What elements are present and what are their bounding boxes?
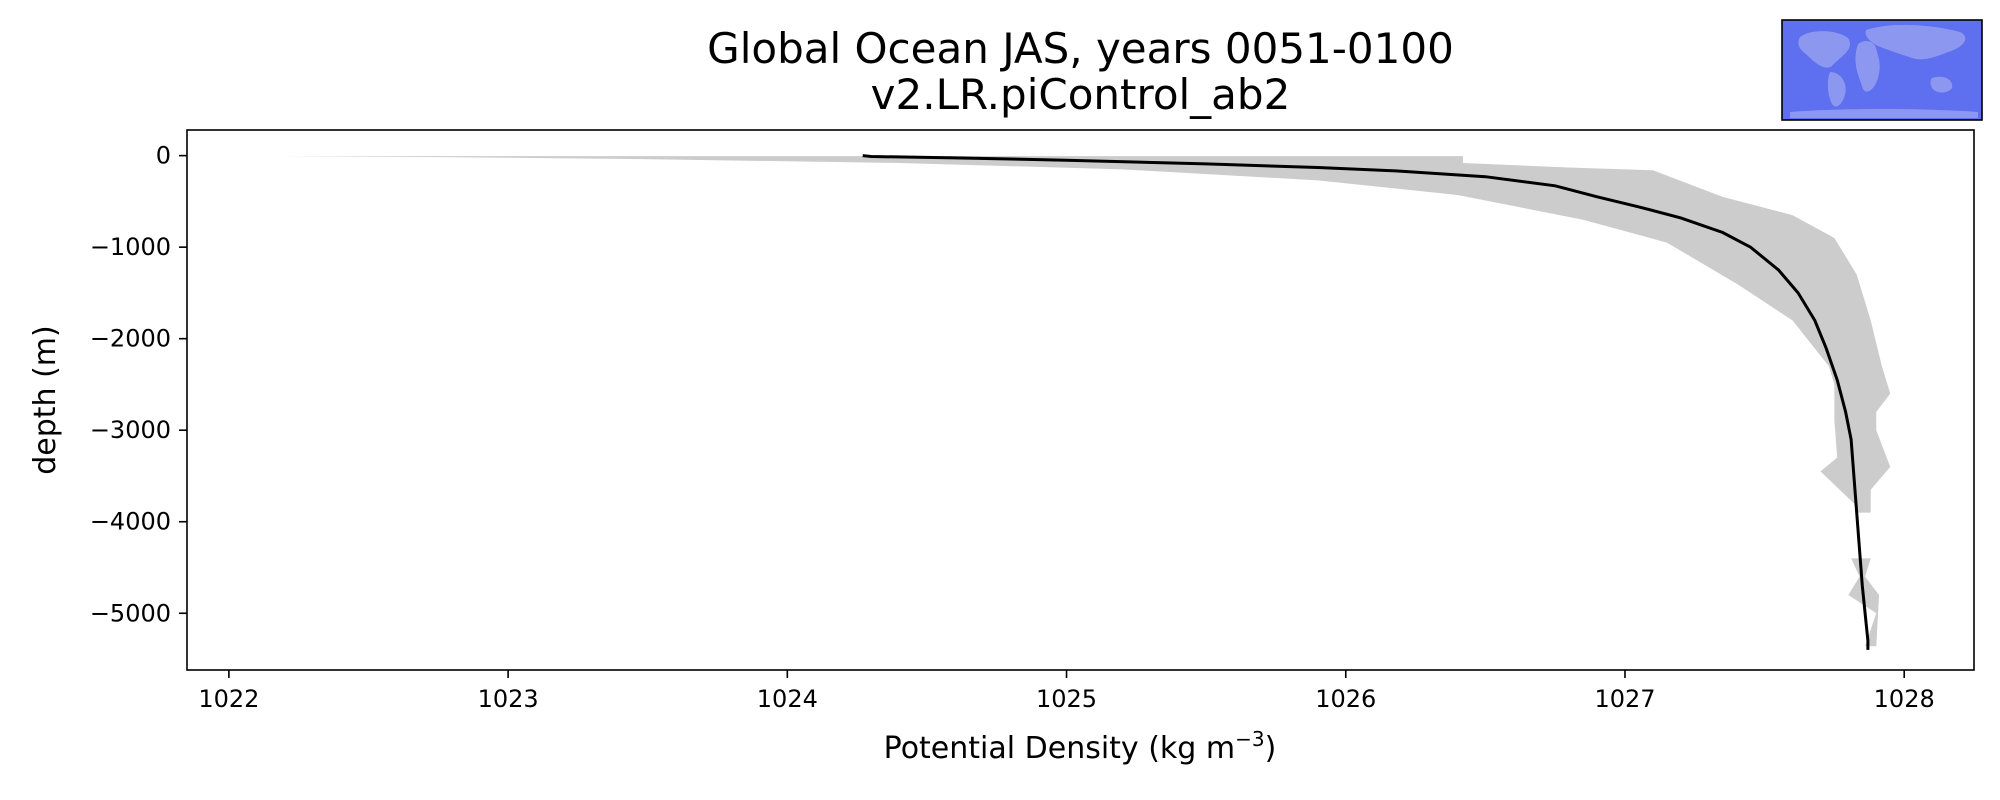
y-tick-label: 0 — [156, 142, 171, 170]
y-tick-label: −4000 — [90, 508, 171, 536]
y-tick-label: −1000 — [90, 233, 171, 261]
x-axis: 1022 1023 1024 1025 1026 1027 1028 — [198, 670, 1935, 713]
inset-map-land — [1790, 24, 1978, 118]
x-tick-label: 1025 — [1036, 685, 1097, 713]
y-axis-label: depth (m) — [28, 325, 63, 475]
mean-density-profile-line — [862, 154, 1870, 650]
x-tick-label: 1024 — [757, 685, 818, 713]
y-tick-label: −2000 — [90, 325, 171, 353]
y-tick-label: −3000 — [90, 416, 171, 444]
x-axis-label: Potential Density (kg m−3) — [884, 727, 1277, 766]
plot-frame — [186, 129, 1975, 671]
x-tick-label: 1026 — [1315, 685, 1376, 713]
chart-subtitle: v2.LR.piControl_ab2 — [870, 70, 1291, 119]
y-axis: 0 −1000 −2000 −3000 −4000 −5000 — [90, 142, 187, 627]
x-tick-label: 1022 — [198, 685, 259, 713]
x-tick-label: 1028 — [1874, 685, 1935, 713]
y-tick-label: −5000 — [90, 599, 171, 627]
x-tick-label: 1027 — [1594, 685, 1655, 713]
chart-title: Global Ocean JAS, years 0051-0100 — [707, 24, 1454, 73]
inset-map — [1781, 19, 1983, 121]
spread-band-layer — [279, 156, 1891, 647]
x-tick-label: 1023 — [478, 685, 539, 713]
